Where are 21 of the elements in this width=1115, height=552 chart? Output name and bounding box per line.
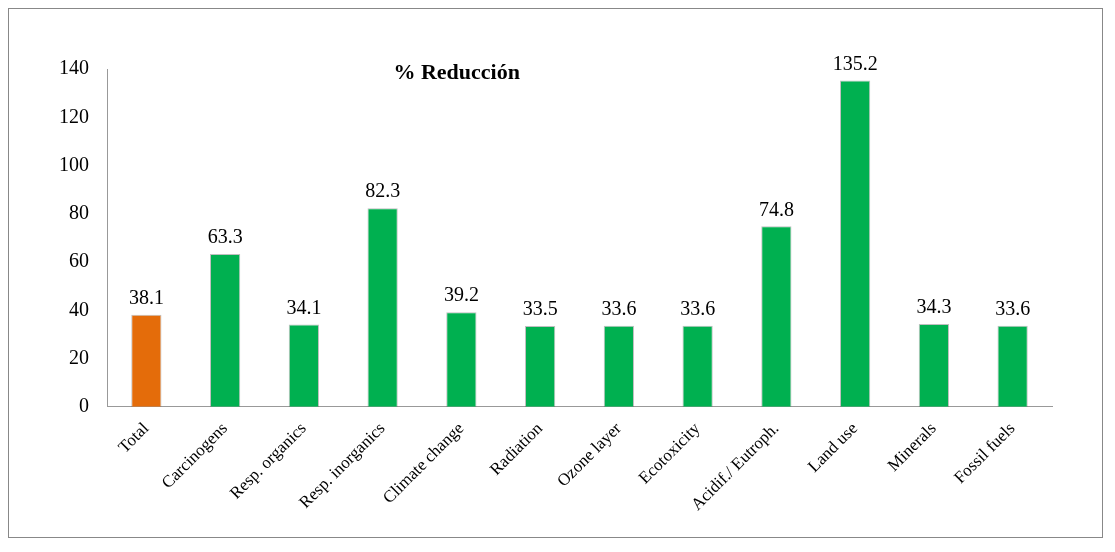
y-tick-label: 100: [59, 152, 89, 175]
y-tick-label: 60: [69, 249, 89, 272]
chart-title: % Reducción: [393, 58, 520, 84]
y-tick-label: 120: [59, 104, 89, 127]
y-tick-label: 140: [59, 56, 89, 79]
data-label: 34.3: [916, 295, 952, 318]
y-tick-label: 20: [69, 345, 89, 368]
data-label: 135.2: [832, 51, 878, 74]
data-label: 34.1: [286, 295, 322, 318]
data-label: 39.2: [443, 283, 479, 306]
data-label: 33.5: [522, 297, 558, 320]
data-label: 33.6: [601, 296, 637, 319]
data-label: 33.6: [680, 296, 716, 319]
y-tick-label: 80: [69, 201, 89, 224]
data-label: 82.3: [365, 179, 401, 202]
y-tick-label: 40: [69, 297, 89, 320]
data-label: 33.6: [995, 296, 1031, 319]
data-label: 63.3: [207, 225, 243, 248]
data-label: 74.8: [758, 197, 794, 220]
y-tick-label: 0: [79, 394, 89, 417]
data-label: 38.1: [128, 286, 164, 309]
